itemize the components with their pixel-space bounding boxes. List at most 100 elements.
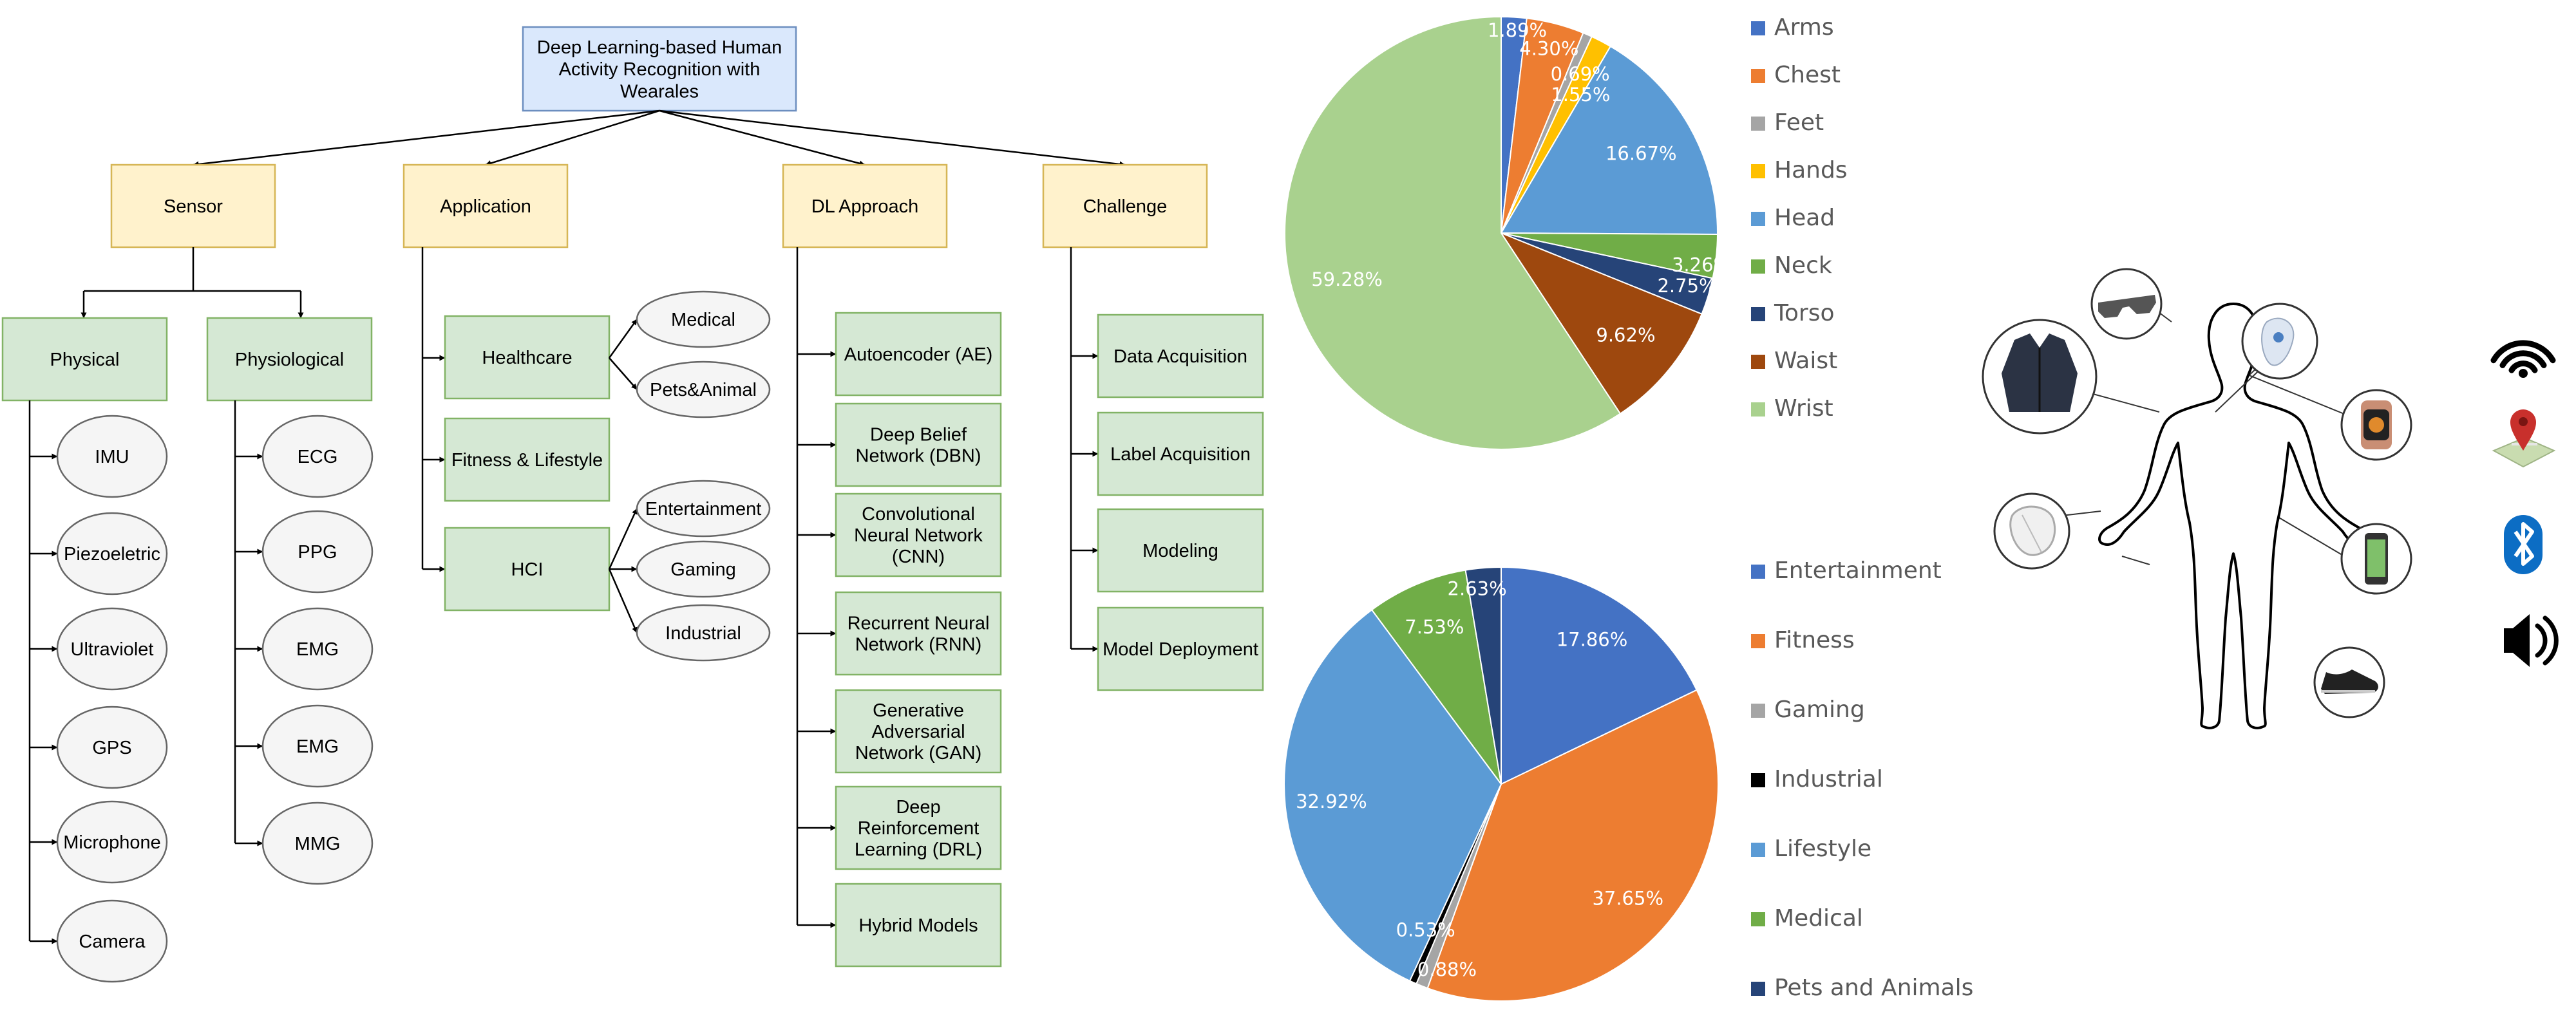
wifi-icon bbox=[2490, 340, 2556, 378]
challenge-item-model-deployment: Model Deployment bbox=[1097, 606, 1264, 691]
challenge-item-label-acquisition-label: Label Acquisition bbox=[1110, 444, 1251, 465]
dl-item-deep-belief-network-dbn: Deep Belief Network (DBN) bbox=[835, 402, 1002, 487]
taxonomy-tree: Deep Learning-based Human Activity Recogn… bbox=[1, 26, 1264, 983]
connector-line bbox=[659, 109, 1126, 167]
bluetooth-icon bbox=[2504, 515, 2543, 574]
dl-item-deep-reinforcement-learning-drl: Deep Reinforcement Learning (DRL) bbox=[835, 785, 1002, 870]
healthcare-child-pets-animal-label: Pets&Animal bbox=[650, 380, 757, 400]
dl-item-deep-belief-network-dbn-label: Deep Belief Network (DBN) bbox=[856, 424, 981, 466]
legend-item-arms: Arms bbox=[1751, 14, 1834, 41]
branch-challenge: Challenge bbox=[1042, 164, 1208, 248]
pie-label-medical: 7.53% bbox=[1405, 616, 1464, 638]
branch-dl-approach: DL Approach bbox=[782, 164, 948, 248]
legend-swatch bbox=[1751, 164, 1765, 178]
branch-sensor: Sensor bbox=[110, 164, 276, 248]
root-node: Deep Learning-based Human Activity Recogn… bbox=[522, 26, 797, 112]
skin-patch-sensor-icon bbox=[2241, 303, 2318, 380]
pie-label-lifestyle: 32.92% bbox=[1296, 791, 1367, 812]
legend-label: Gaming bbox=[1774, 697, 1865, 723]
dl-item-hybrid-models: Hybrid Models bbox=[835, 883, 1002, 968]
dl-item-convolutional-neural-network-cnn: Convolutional Neural Network (CNN) bbox=[835, 492, 1002, 577]
smartphone-icon bbox=[2340, 523, 2412, 595]
physical-item-camera: Camera bbox=[56, 899, 168, 983]
hci-child-industrial: Industrial bbox=[636, 604, 771, 662]
legend-label: Entertainment bbox=[1774, 557, 1942, 584]
legend-item-entertainment: Entertainment bbox=[1751, 557, 1942, 584]
legend-swatch bbox=[1751, 843, 1765, 857]
physiological-item-ecg-0-label: ECG bbox=[298, 447, 338, 467]
challenge-item-modeling: Modeling bbox=[1097, 508, 1264, 593]
legend-swatch bbox=[1751, 773, 1765, 787]
pie-label-neck: 3.26% bbox=[1672, 254, 1731, 276]
pie-slice-head bbox=[1500, 45, 1718, 236]
physiological-item-emg-2: EMG bbox=[261, 607, 374, 691]
healthcare-child-medical-label: Medical bbox=[671, 310, 735, 330]
branch-application-label: Application bbox=[440, 196, 531, 217]
physiological-item-mmg-4-label: MMG bbox=[295, 834, 341, 854]
pie-label-chest: 4.30% bbox=[1519, 37, 1578, 59]
legend-label: Feet bbox=[1774, 109, 1824, 136]
smart-glasses-icon bbox=[2090, 268, 2163, 340]
physical-item-gps-label: GPS bbox=[92, 738, 131, 758]
legend-item-neck: Neck bbox=[1751, 252, 1832, 279]
legend-item-medical: Medical bbox=[1751, 905, 1863, 932]
legend-swatch bbox=[1751, 259, 1765, 274]
legend-label: Pets and Animals bbox=[1774, 975, 1973, 1001]
pie-label-head: 16.67% bbox=[1605, 142, 1677, 164]
dl-item-deep-reinforcement-learning-drl-label: Deep Reinforcement Learning (DRL) bbox=[855, 797, 982, 860]
pie-slices bbox=[1284, 15, 1718, 450]
legend-swatch bbox=[1751, 565, 1765, 579]
legend-item-gaming: Gaming bbox=[1751, 697, 1865, 723]
legend-swatch bbox=[1751, 307, 1765, 321]
physical-item-camera-label: Camera bbox=[79, 932, 146, 952]
legend-swatch bbox=[1751, 912, 1765, 926]
legend-label: Fitness bbox=[1774, 627, 1855, 653]
application-healthcare-node: Healthcare bbox=[444, 315, 611, 400]
physical-item-piezoeletric-label: Piezoeletric bbox=[64, 544, 160, 565]
pie-label-arms: 1.89% bbox=[1488, 19, 1547, 41]
application-hci-node-label: HCI bbox=[511, 559, 544, 580]
application-pie: 17.86% 37.65% 0.88% 0.53% 32.92% 7.53% 2.63% En… bbox=[1283, 557, 1973, 1002]
sneaker-icon bbox=[2313, 646, 2385, 718]
legend-swatch bbox=[1751, 69, 1765, 83]
pie-slice-wrist bbox=[1284, 15, 1622, 450]
challenge-item-model-deployment-label: Model Deployment bbox=[1103, 639, 1258, 660]
pie-slice-fitness bbox=[1426, 689, 1719, 1002]
branch-challenge-label: Challenge bbox=[1083, 196, 1168, 217]
pie-label-torso: 2.75% bbox=[1657, 275, 1716, 297]
jacket-icon bbox=[1982, 319, 2098, 435]
legend-item-feet: Feet bbox=[1751, 109, 1824, 136]
legend-swatch bbox=[1751, 982, 1765, 996]
physical-item-imu: IMU bbox=[56, 415, 168, 498]
branch-application: Application bbox=[402, 164, 569, 248]
legend-swatch bbox=[1751, 704, 1765, 718]
connector-line bbox=[659, 109, 866, 167]
sensor-physical-node-label: Physical bbox=[50, 350, 120, 370]
body-location-pie: 1.89%4.30% 0.69%1.55% 16.67% 3.26%2.75% 9.62… bbox=[1284, 14, 1848, 450]
legend-item-industrial: Industrial bbox=[1751, 766, 1883, 792]
pie-slice-medical bbox=[1370, 569, 1502, 785]
legend-label: Neck bbox=[1774, 252, 1832, 279]
physical-item-piezoeletric: Piezoeletric bbox=[56, 512, 168, 595]
legend-swatch bbox=[1751, 21, 1765, 35]
pie-label-gaming: 0.88% bbox=[1417, 959, 1477, 980]
legend-label: Head bbox=[1774, 205, 1835, 231]
pie-slice-pets-and-animals bbox=[1464, 566, 1502, 785]
speaker-icon bbox=[2504, 614, 2559, 667]
legend-item-head: Head bbox=[1751, 205, 1835, 231]
legend-item-hands: Hands bbox=[1751, 157, 1848, 183]
physiological-item-ppg-1-label: PPG bbox=[298, 542, 337, 563]
hci-child-entertainment-label: Entertainment bbox=[645, 499, 762, 520]
dl-item-recurrent-neural-network-rnn-label: Recurrent Neural Network (RNN) bbox=[848, 613, 990, 655]
legend-swatch bbox=[1751, 402, 1765, 417]
hci-child-industrial-label: Industrial bbox=[665, 623, 741, 644]
legend-label: Chest bbox=[1774, 62, 1841, 88]
legend-item-pets-and-animals: Pets and Animals bbox=[1751, 975, 1973, 1001]
legend-label: Hands bbox=[1774, 157, 1848, 183]
sensor-physical-node: Physical bbox=[1, 317, 168, 402]
physical-item-ultraviolet: Ultraviolet bbox=[56, 607, 168, 691]
legend-label: Medical bbox=[1774, 905, 1863, 932]
connector-line bbox=[608, 508, 638, 570]
hci-child-entertainment: Entertainment bbox=[636, 480, 771, 538]
pie-slices bbox=[1283, 566, 1719, 1002]
